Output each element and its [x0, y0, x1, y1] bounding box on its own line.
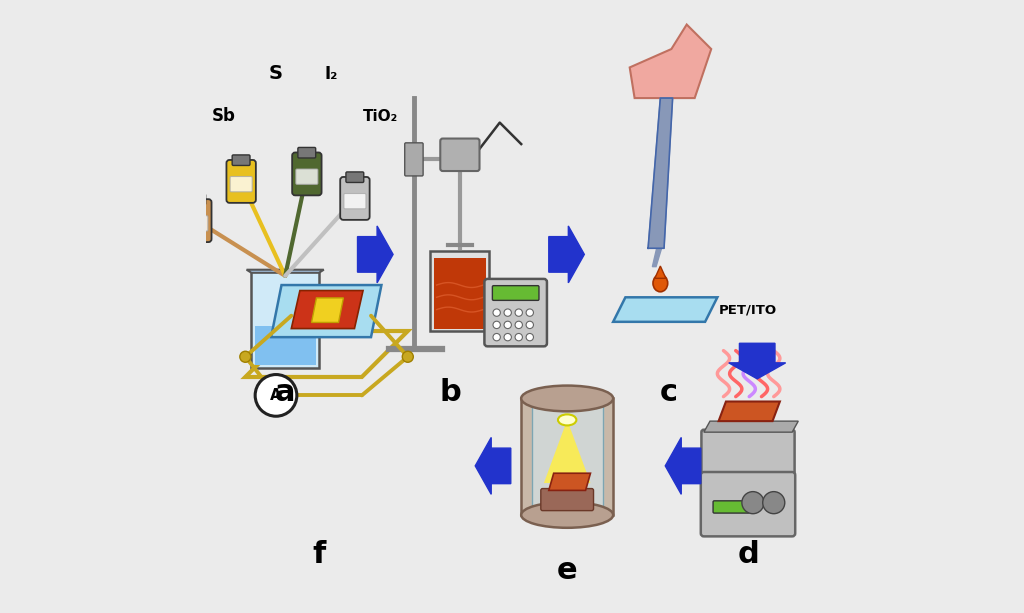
- Circle shape: [504, 309, 511, 316]
- Polygon shape: [544, 420, 591, 483]
- Polygon shape: [652, 248, 662, 267]
- FancyBboxPatch shape: [252, 270, 318, 368]
- Text: I₂: I₂: [325, 64, 338, 83]
- FancyBboxPatch shape: [187, 194, 206, 205]
- Text: Sb: Sb: [212, 107, 236, 126]
- Circle shape: [493, 333, 501, 341]
- FancyBboxPatch shape: [440, 139, 479, 171]
- FancyBboxPatch shape: [700, 472, 796, 536]
- Ellipse shape: [521, 386, 613, 411]
- Circle shape: [402, 351, 414, 362]
- Polygon shape: [247, 270, 324, 273]
- Circle shape: [741, 492, 764, 514]
- Polygon shape: [531, 405, 603, 512]
- FancyBboxPatch shape: [433, 259, 486, 329]
- FancyBboxPatch shape: [185, 216, 208, 231]
- FancyBboxPatch shape: [701, 430, 795, 474]
- FancyBboxPatch shape: [230, 177, 252, 192]
- Polygon shape: [549, 473, 591, 490]
- Circle shape: [493, 321, 501, 329]
- Text: TiO₂: TiO₂: [362, 109, 398, 124]
- FancyBboxPatch shape: [404, 143, 423, 176]
- FancyBboxPatch shape: [296, 169, 317, 185]
- FancyBboxPatch shape: [344, 194, 366, 209]
- FancyBboxPatch shape: [541, 489, 594, 511]
- Circle shape: [493, 309, 501, 316]
- Polygon shape: [654, 266, 666, 278]
- Polygon shape: [311, 298, 343, 322]
- FancyBboxPatch shape: [255, 326, 315, 365]
- Text: c: c: [659, 378, 677, 407]
- Polygon shape: [719, 402, 780, 421]
- FancyArrow shape: [357, 226, 393, 283]
- Text: A: A: [270, 388, 282, 403]
- FancyBboxPatch shape: [430, 251, 489, 331]
- FancyBboxPatch shape: [298, 148, 315, 158]
- Text: e: e: [557, 555, 578, 585]
- Polygon shape: [613, 297, 718, 322]
- Circle shape: [504, 321, 511, 329]
- Polygon shape: [291, 291, 364, 329]
- FancyBboxPatch shape: [484, 279, 547, 346]
- FancyBboxPatch shape: [182, 199, 212, 242]
- FancyArrow shape: [475, 438, 511, 494]
- FancyArrow shape: [729, 343, 785, 379]
- Circle shape: [504, 333, 511, 341]
- Circle shape: [240, 351, 251, 362]
- Text: PET/ITO: PET/ITO: [719, 303, 777, 317]
- Circle shape: [526, 309, 534, 316]
- Polygon shape: [648, 98, 673, 248]
- FancyArrow shape: [549, 226, 585, 283]
- Polygon shape: [271, 285, 381, 337]
- FancyBboxPatch shape: [713, 501, 750, 513]
- FancyBboxPatch shape: [226, 160, 256, 203]
- Circle shape: [526, 333, 534, 341]
- Circle shape: [515, 333, 522, 341]
- FancyBboxPatch shape: [232, 155, 250, 166]
- Text: S: S: [269, 64, 283, 83]
- Ellipse shape: [521, 502, 613, 528]
- Circle shape: [763, 492, 784, 514]
- Circle shape: [515, 309, 522, 316]
- FancyBboxPatch shape: [346, 172, 364, 183]
- Polygon shape: [521, 398, 613, 515]
- Text: b: b: [440, 378, 462, 407]
- FancyArrow shape: [666, 438, 700, 494]
- Circle shape: [526, 321, 534, 329]
- FancyBboxPatch shape: [340, 177, 370, 220]
- Polygon shape: [703, 421, 799, 432]
- Text: d: d: [737, 540, 759, 569]
- Circle shape: [515, 321, 522, 329]
- FancyBboxPatch shape: [493, 286, 539, 300]
- Polygon shape: [630, 25, 712, 98]
- Ellipse shape: [558, 414, 577, 425]
- Ellipse shape: [653, 275, 668, 292]
- Text: f: f: [312, 540, 326, 569]
- FancyBboxPatch shape: [292, 153, 322, 196]
- Circle shape: [255, 375, 297, 416]
- Text: a: a: [274, 378, 296, 407]
